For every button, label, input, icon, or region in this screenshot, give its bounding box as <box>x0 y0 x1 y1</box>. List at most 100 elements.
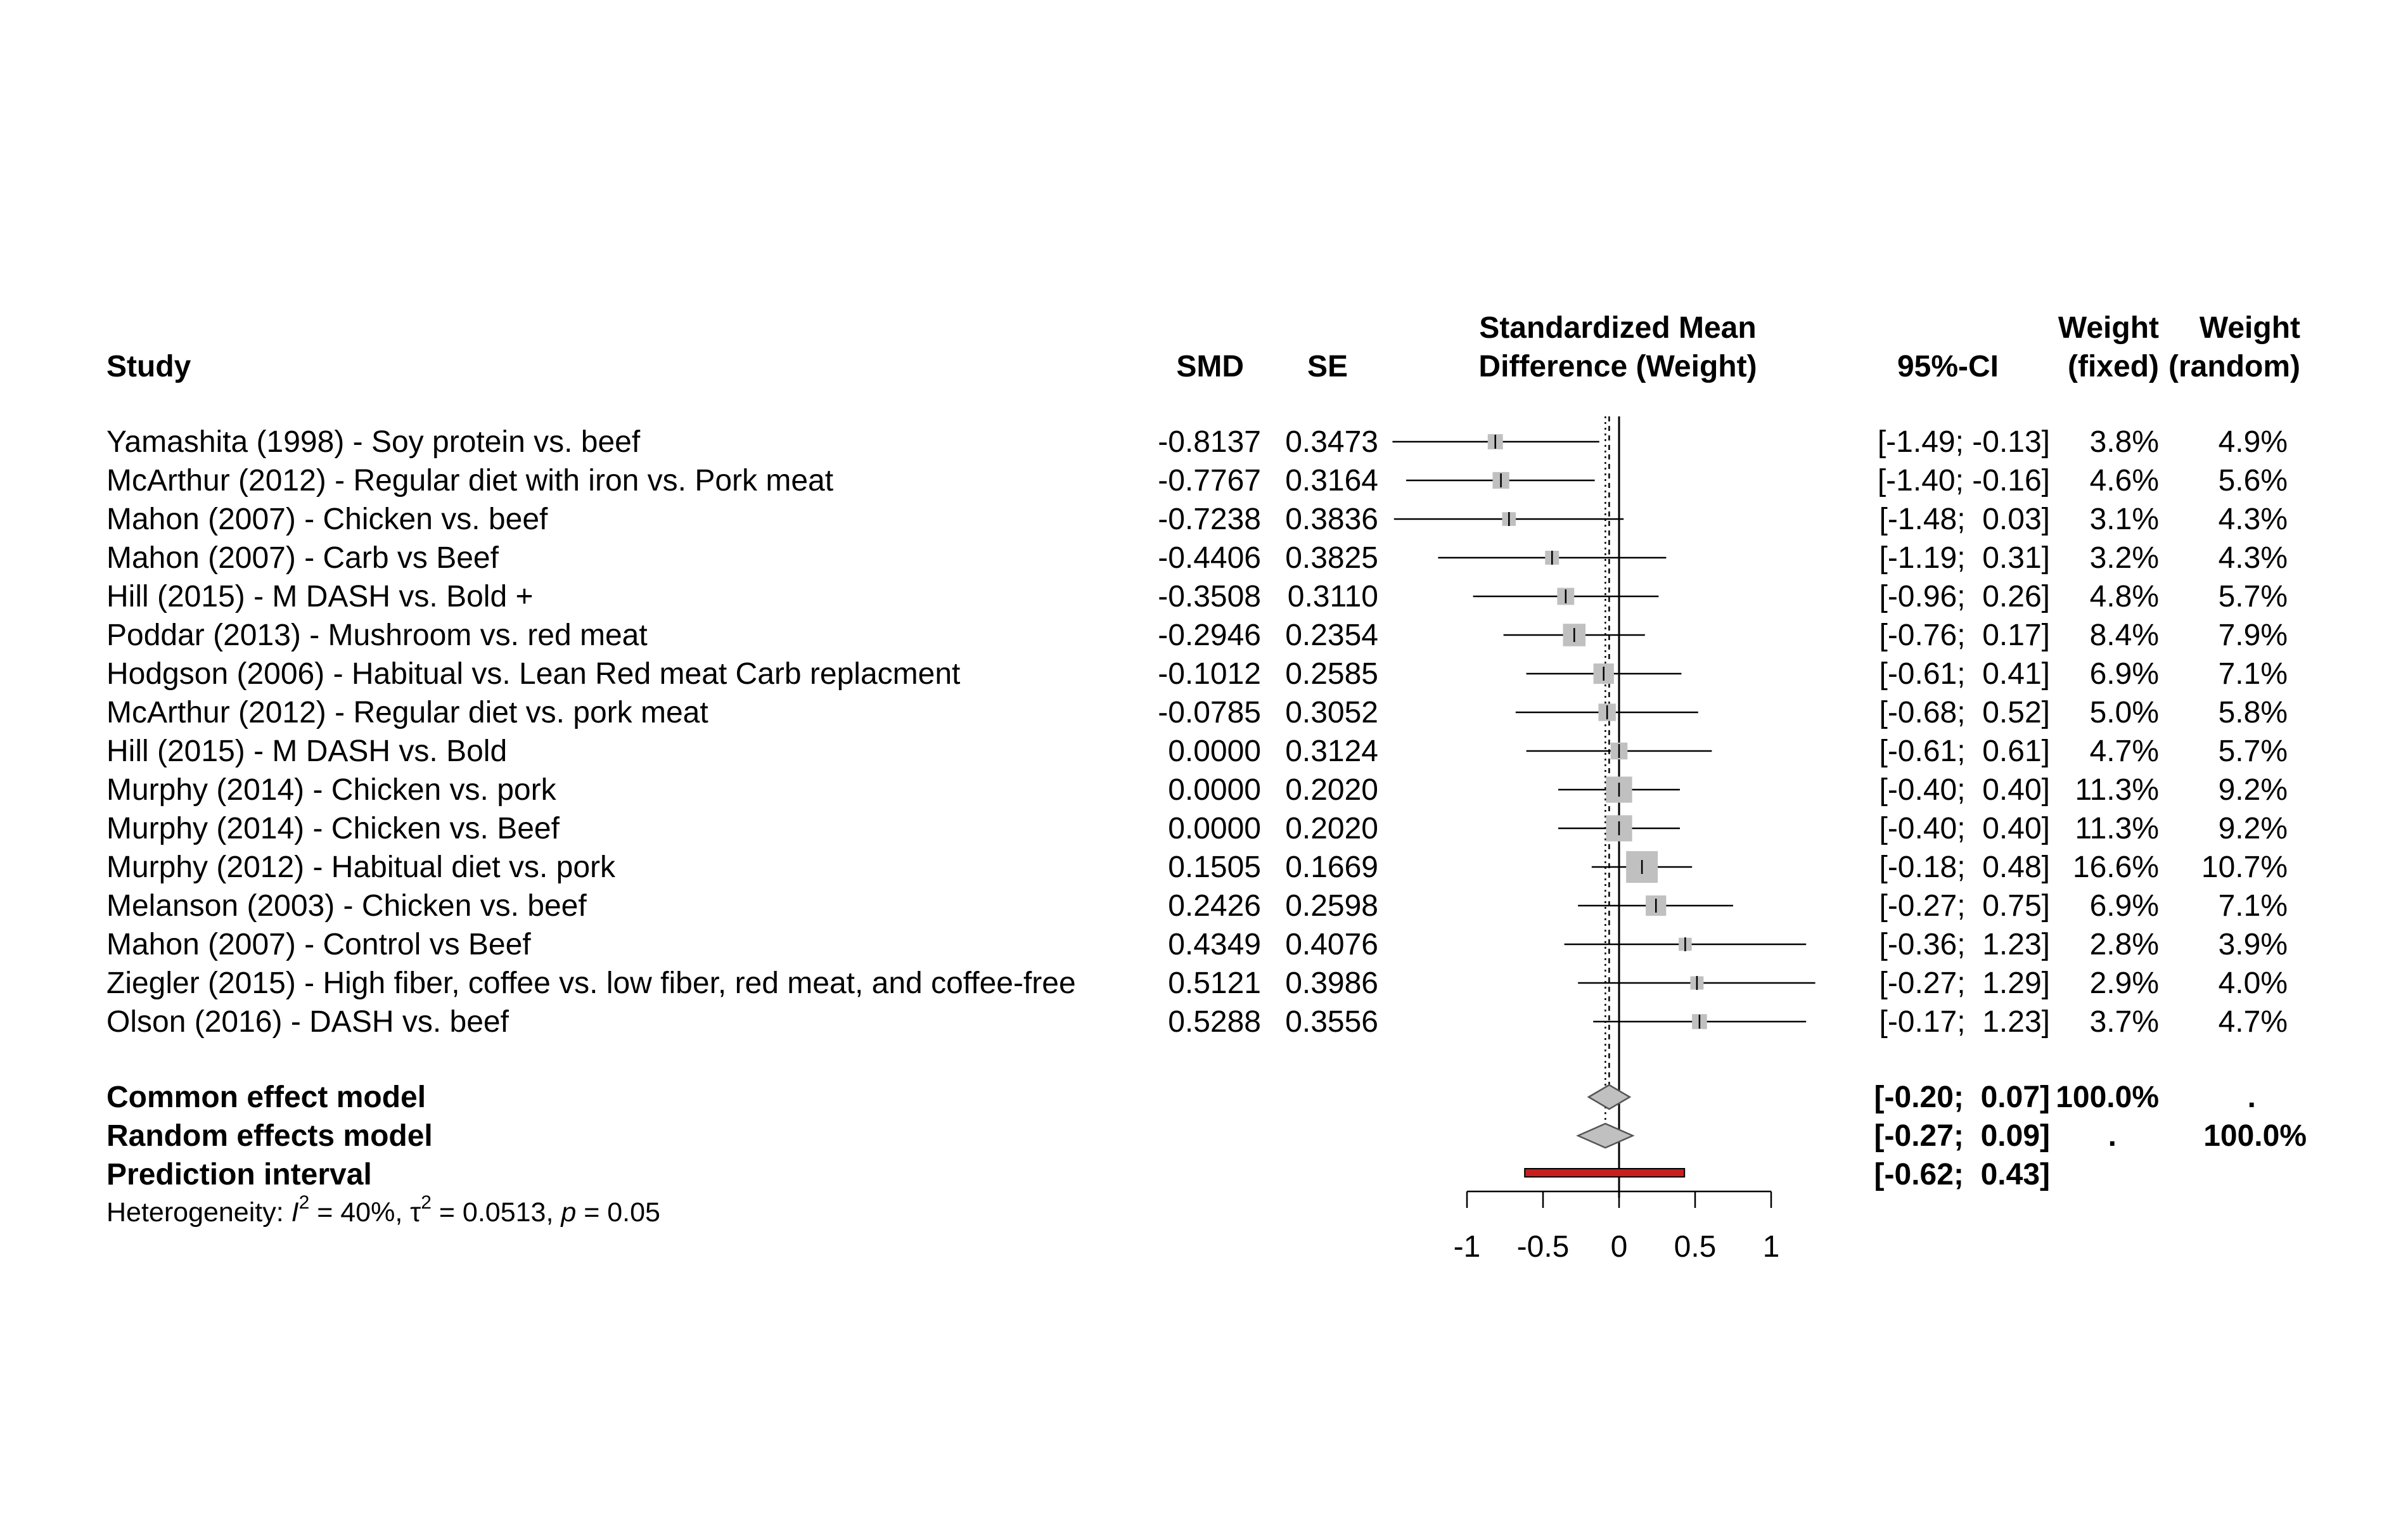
study-name: Mahon (2007) - Control vs Beef <box>106 928 531 961</box>
i2-superscript: 2 <box>299 1192 310 1213</box>
study-weight-random: 5.7% <box>2219 735 2288 768</box>
study-name: Yamashita (1998) - Soy protein vs. beef <box>106 425 641 459</box>
study-weight-fixed: 11.3% <box>2075 812 2159 845</box>
study-name: Ziegler (2015) - High fiber, coffee vs. … <box>106 966 1076 1000</box>
x-axis-tick-label: -1 <box>1454 1230 1481 1264</box>
header-weight-random-line1: Weight <box>2200 311 2300 345</box>
study-smd: -0.2946 <box>1158 619 1261 652</box>
study-weight-fixed: 2.9% <box>2090 966 2159 1000</box>
study-smd: 0.0000 <box>1168 735 1261 768</box>
study-ci: [-0.17; 1.23] <box>1879 1005 2050 1039</box>
study-se: 0.3164 <box>1285 464 1378 497</box>
study-se: 0.3986 <box>1285 966 1378 1000</box>
study-weight-fixed: 3.7% <box>2090 1005 2159 1039</box>
study-name: Murphy (2012) - Habitual diet vs. pork <box>106 850 616 884</box>
study-ci: [-1.48; 0.03] <box>1879 503 2050 536</box>
random-effects-diamond <box>1576 1122 1635 1149</box>
study-weight-random: 5.8% <box>2219 696 2288 729</box>
heterogeneity-text: Heterogeneity: I2 = 40%, τ2 = 0.0513, p … <box>106 1192 660 1228</box>
study-se: 0.3473 <box>1285 425 1378 459</box>
plot-area <box>1392 416 1816 1198</box>
study-weight-random: 5.6% <box>2219 464 2288 497</box>
header-weight-fixed-line1: Weight <box>2058 311 2159 345</box>
study-se: 0.3052 <box>1285 696 1378 729</box>
study-se: 0.2020 <box>1285 773 1378 807</box>
i2-symbol: I <box>291 1197 299 1228</box>
study-smd: -0.4406 <box>1158 541 1261 575</box>
study-se: 0.4076 <box>1285 928 1378 961</box>
study-se: 0.3836 <box>1285 503 1378 536</box>
study-weight-random: 4.7% <box>2219 1005 2288 1039</box>
study-se: 0.3556 <box>1285 1005 1378 1039</box>
heterogeneity-prefix: Heterogeneity: <box>106 1197 291 1228</box>
study-weight-random: 4.3% <box>2219 541 2288 575</box>
study-weight-random: 10.7% <box>2201 850 2288 884</box>
study-ci: [-1.40; -0.16] <box>1878 464 2050 497</box>
study-smd: 0.2426 <box>1168 889 1261 923</box>
study-name: McArthur (2012) - Regular diet vs. pork … <box>106 696 708 729</box>
x-axis-tick-label: 0 <box>1611 1230 1628 1264</box>
study-weight-fixed: 3.1% <box>2090 503 2159 536</box>
random-model-weight-random: 100.0% <box>2203 1119 2307 1153</box>
study-ci: [-0.40; 0.40] <box>1879 773 2050 807</box>
study-weight-fixed: 11.3% <box>2075 773 2159 807</box>
common-model-ci: [-0.20; 0.07] <box>1874 1081 2050 1114</box>
header-se: SE <box>1307 350 1348 383</box>
prediction-interval-ci: [-0.62; 0.43] <box>1874 1158 2050 1191</box>
study-weight-random: 5.7% <box>2219 580 2288 613</box>
study-ci: [-0.96; 0.26] <box>1879 580 2050 613</box>
study-smd: 0.5121 <box>1168 966 1261 1000</box>
study-name: Poddar (2013) - Mushroom vs. red meat <box>106 619 648 652</box>
study-smd: 0.5288 <box>1168 1005 1261 1039</box>
study-ci: [-0.36; 1.23] <box>1879 928 2050 961</box>
study-weight-fixed: 4.6% <box>2090 464 2159 497</box>
random-model-weight-fixed: . <box>2108 1119 2117 1153</box>
common-model-weight-random: . <box>2248 1081 2256 1114</box>
study-ci: [-0.61; 0.61] <box>1879 735 2050 768</box>
study-ci: [-1.19; 0.31] <box>1879 541 2050 575</box>
study-smd: -0.7767 <box>1158 464 1261 497</box>
study-name: McArthur (2012) - Regular diet with iron… <box>106 464 833 497</box>
common-model-weight-fixed: 100.0% <box>2056 1081 2159 1114</box>
study-smd: -0.8137 <box>1158 425 1261 459</box>
header-row: Study SMD SE Standardized Mean Differenc… <box>106 311 2300 383</box>
study-weight-fixed: 3.2% <box>2090 541 2159 575</box>
header-weight-fixed-line2: (fixed) <box>2068 350 2159 383</box>
tau-superscript: 2 <box>421 1192 432 1213</box>
x-axis-tick-label: -0.5 <box>1517 1230 1570 1264</box>
study-weight-random: 9.2% <box>2219 812 2288 845</box>
study-smd: 0.4349 <box>1168 928 1261 961</box>
study-ci: [-0.18; 0.48] <box>1879 850 2050 884</box>
study-se: 0.1669 <box>1285 850 1378 884</box>
study-smd: -0.1012 <box>1158 657 1261 691</box>
prediction-interval-bar <box>1524 1168 1686 1178</box>
study-smd: -0.0785 <box>1158 696 1261 729</box>
study-name: Hill (2015) - M DASH vs. Bold + <box>106 580 534 613</box>
tau-value: = 0.0513, <box>432 1197 561 1228</box>
study-weight-fixed: 4.7% <box>2090 735 2159 768</box>
p-symbol: p <box>560 1197 576 1228</box>
study-se: 0.3825 <box>1285 541 1378 575</box>
header-plot-line2: Difference (Weight) <box>1478 350 1757 383</box>
study-name: Mahon (2007) - Carb vs Beef <box>106 541 499 575</box>
study-name: Hill (2015) - M DASH vs. Bold <box>106 735 507 768</box>
study-weight-random: 9.2% <box>2219 773 2288 807</box>
study-se: 0.2598 <box>1285 889 1378 923</box>
study-weight-fixed: 3.8% <box>2090 425 2159 459</box>
header-weight-random-line2: (random) <box>2168 350 2300 383</box>
study-weight-random: 3.9% <box>2219 928 2288 961</box>
study-weight-fixed: 4.8% <box>2090 580 2159 613</box>
study-weight-random: 7.1% <box>2219 657 2288 691</box>
study-se: 0.2020 <box>1285 812 1378 845</box>
x-axis: -1 -0.5 0 0.5 1 <box>1454 1190 1779 1264</box>
study-weight-fixed: 6.9% <box>2090 889 2159 923</box>
study-weight-fixed: 16.6% <box>2073 850 2159 884</box>
study-name: Olson (2016) - DASH vs. beef <box>106 1005 509 1039</box>
study-smd: -0.7238 <box>1158 503 1261 536</box>
summary-rows: Common effect model [-0.20; 0.07] 100.0%… <box>106 1081 2307 1191</box>
study-ci: [-0.27; 0.75] <box>1879 889 2050 923</box>
study-weight-fixed: 6.9% <box>2090 657 2159 691</box>
header-plot-line1: Standardized Mean <box>1479 311 1756 345</box>
x-axis-tick-label: 0.5 <box>1674 1230 1717 1264</box>
study-weight-random: 7.9% <box>2219 619 2288 652</box>
